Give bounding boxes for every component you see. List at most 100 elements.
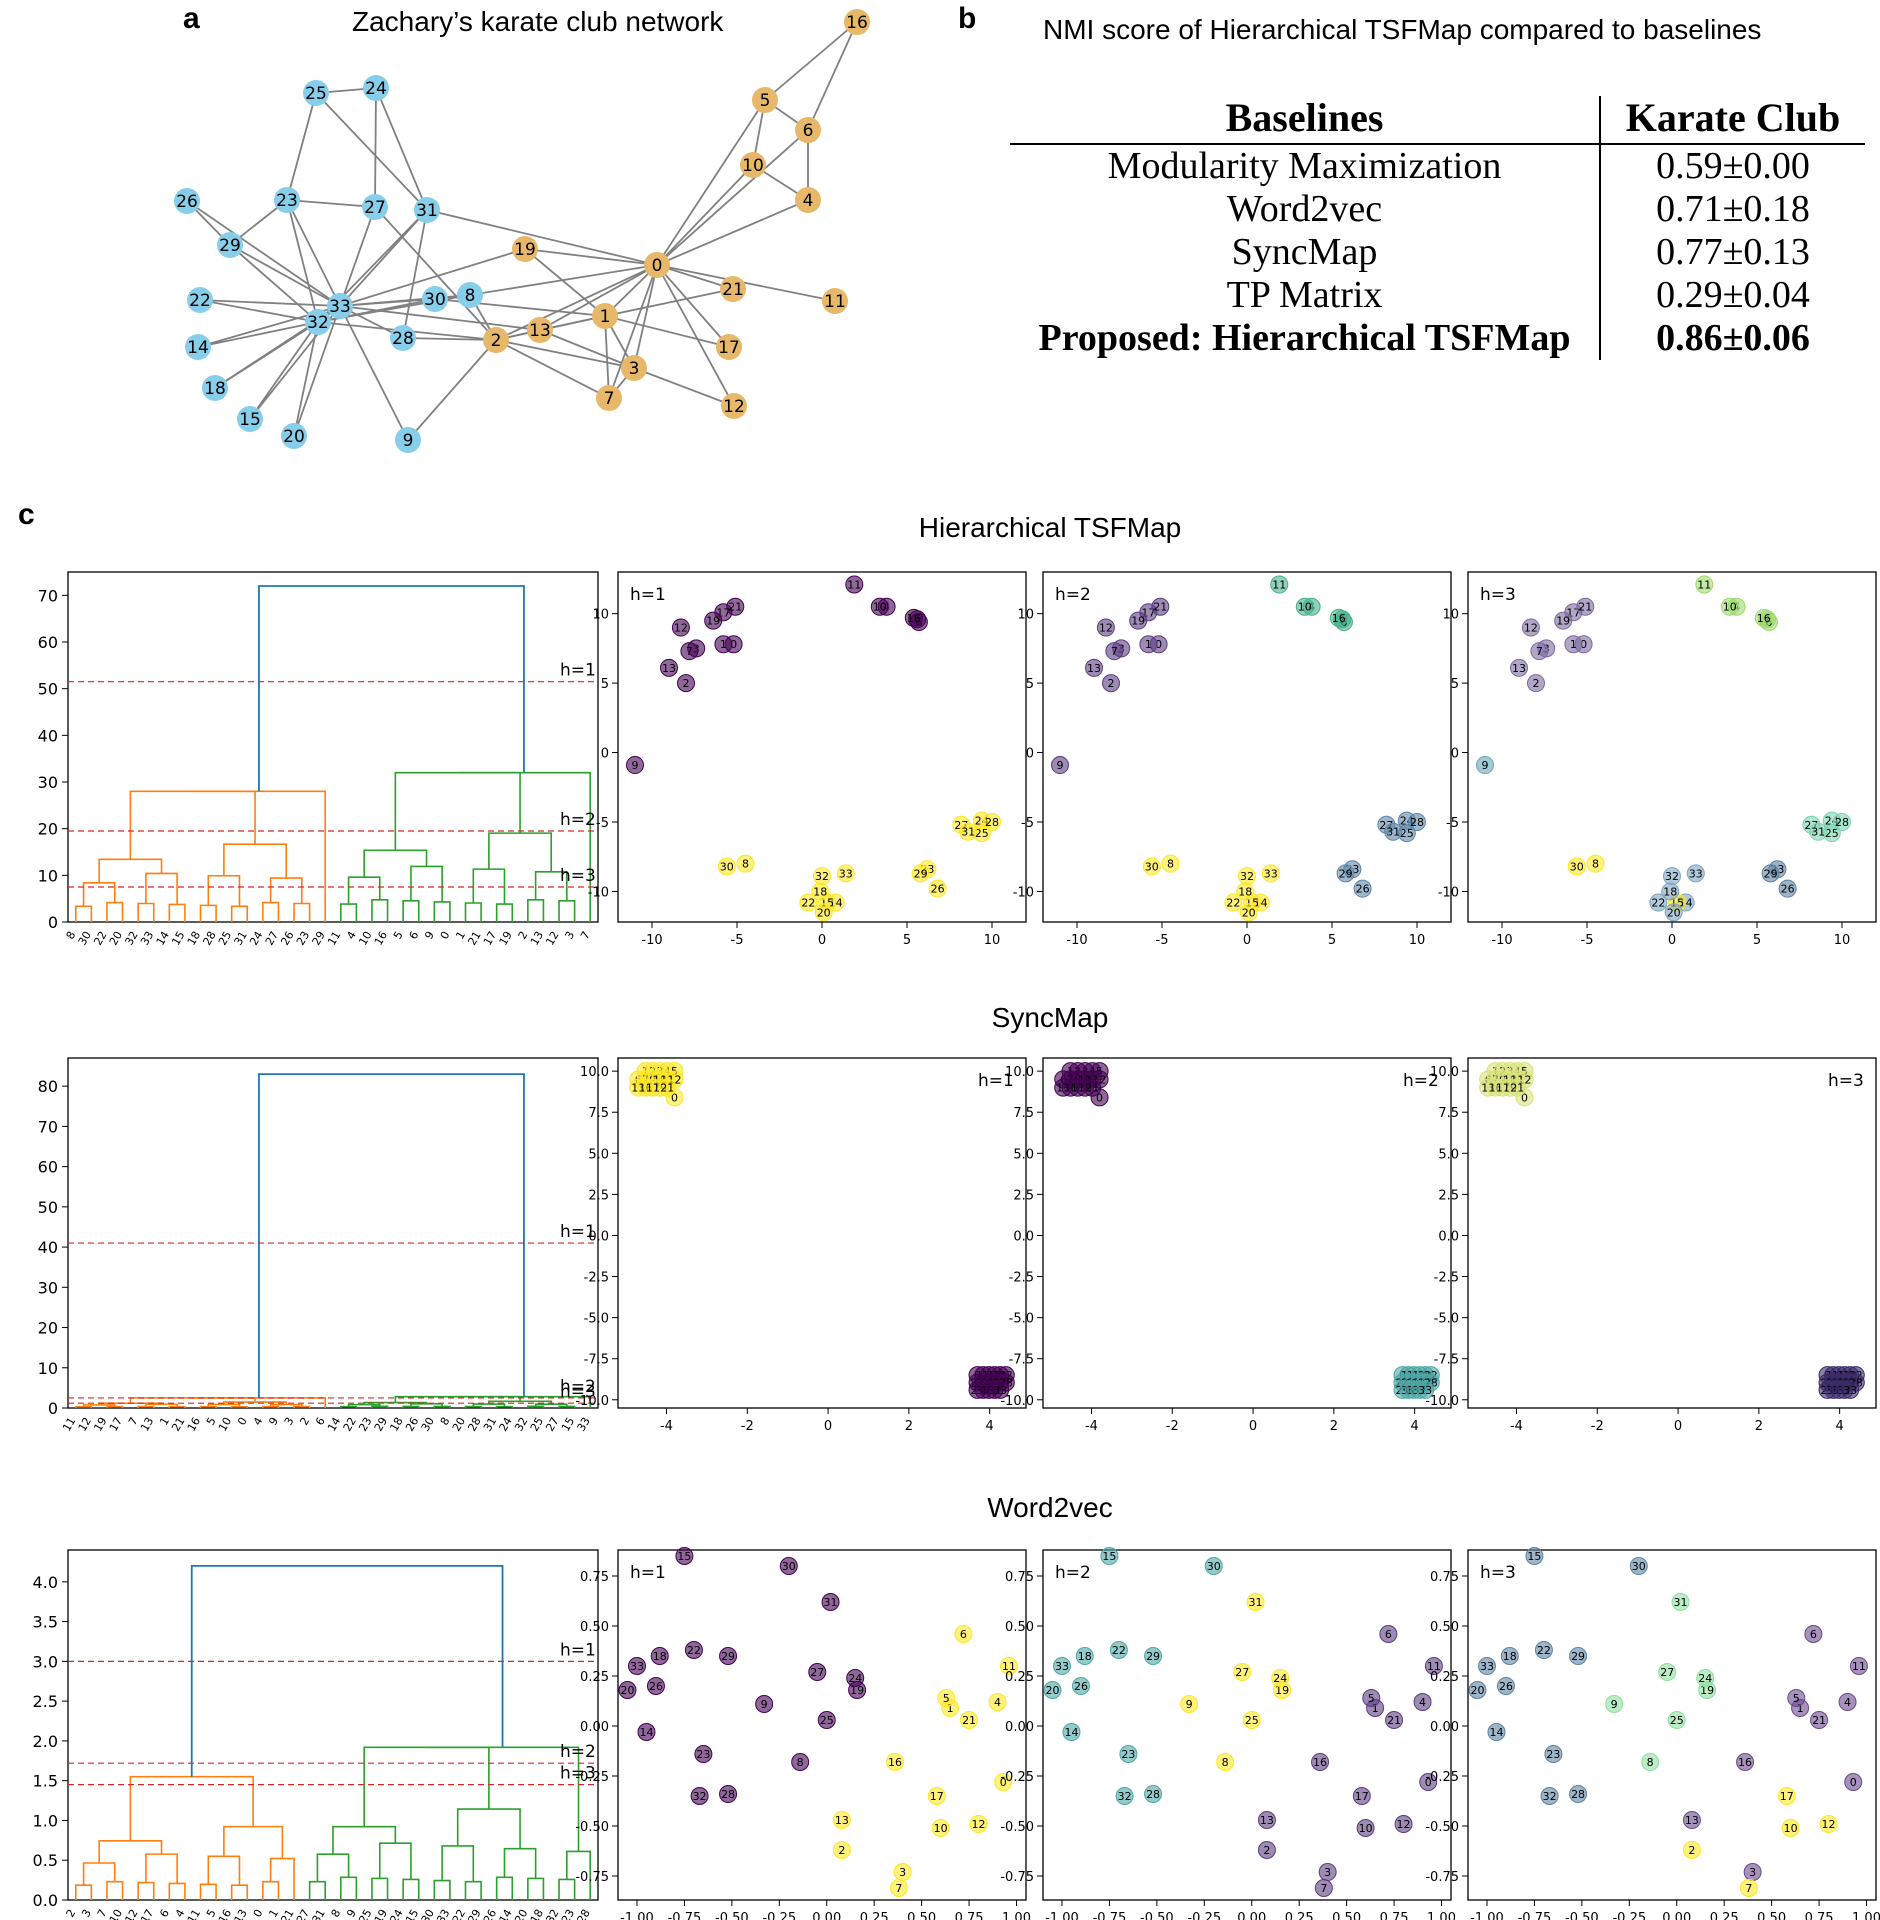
dendrogram-link [527, 1877, 545, 1900]
scatter-point [1295, 597, 1314, 616]
network-node-label: 32 [307, 313, 329, 333]
network-node [237, 406, 263, 432]
scatter-point-label: 30 [1632, 1560, 1646, 1573]
scatter-point-label: 33 [1689, 867, 1703, 880]
dendrogram-leaf-label: 25 [216, 929, 234, 948]
scatter-point-label: 24 [848, 1672, 862, 1685]
network-edge [495, 339, 610, 399]
dendrogram-leaf-label: 21 [465, 929, 483, 948]
dendrogram-leaf-label: 0 [438, 929, 453, 942]
scatter-ytick-label: -7.5 [1009, 1353, 1034, 1368]
dendrogram-link [308, 1880, 327, 1900]
dendrogram-frame [67, 571, 599, 923]
network-node [512, 236, 538, 262]
network-node [795, 187, 821, 213]
scatter-xtick-label: -4 [1085, 1419, 1098, 1434]
scatter-point-label: 19 [1556, 615, 1570, 628]
network-node [752, 87, 778, 113]
scatter-point [1567, 857, 1586, 876]
network-edge [286, 199, 319, 323]
scatter-point-label: 10 [1298, 601, 1312, 614]
dendrogram-link [495, 903, 514, 922]
network-node-label: 9 [403, 431, 414, 451]
scatter-point-label: 8 [1167, 858, 1174, 871]
network-node-label: 2 [491, 331, 502, 351]
scatter-point [1804, 1625, 1823, 1643]
scatter-point [1336, 864, 1355, 883]
dendrogram-link [464, 1880, 482, 1900]
dendrogram-frame [67, 1549, 599, 1901]
dendrogram-leaf-label: 30 [419, 1415, 437, 1434]
nmi-table: Baselines Karate Club Modularity Maximiz… [1010, 96, 1865, 360]
dendrogram-ytick-label: 60 [38, 1158, 58, 1177]
scatter-point-label: 12 [674, 622, 688, 635]
network-edge [286, 92, 317, 201]
scatter-point-label: 9 [1482, 759, 1489, 772]
scatter-point [821, 1593, 840, 1611]
scatter-ytick-label: 10 [1442, 608, 1459, 623]
dendrogram-leaf-label: 21 [169, 1415, 187, 1434]
dendrogram-link [503, 1847, 537, 1879]
network-edge [339, 248, 526, 307]
scatter-h-label: h=1 [978, 1071, 1014, 1091]
scatter-point-label: 0 [1000, 1776, 1007, 1789]
scatter-xtick-label: 1.00 [1002, 1911, 1031, 1920]
scatter-point-label: 29 [1571, 1650, 1585, 1663]
scatter-point [1476, 756, 1494, 775]
scatter-point [991, 1380, 1010, 1399]
network-edge [633, 264, 658, 369]
dendrogram-leaf-label: 31 [481, 1415, 499, 1434]
scatter-point [1838, 1693, 1857, 1711]
scatter-point [817, 1711, 836, 1729]
scatter-ytick-label: 7.5 [1438, 1106, 1459, 1121]
dendrogram-leaf-label: 5 [391, 929, 406, 942]
scatter-point-label: 27 [1235, 1666, 1249, 1679]
scatter-point [960, 1711, 979, 1729]
dendrogram-ytick-label: 2.5 [33, 1692, 58, 1711]
scatter-point-label: 21 [1387, 1714, 1401, 1727]
scatter-point [845, 575, 864, 594]
scatter-point [1496, 1677, 1515, 1695]
scatter-ytick-label: 0.50 [1430, 1620, 1459, 1635]
dendrogram-leaf-label: 15 [559, 1415, 577, 1434]
dendrogram-leaf-label: 22 [341, 1415, 359, 1434]
dendrogram-link [527, 898, 545, 922]
scatter-xtick-label: -4 [1510, 1419, 1523, 1434]
scatter-point-label: 12 [1099, 622, 1113, 635]
scatter-point [999, 1657, 1018, 1675]
scatter-point [1311, 1753, 1330, 1771]
panel-b-title: NMI score of Hierarchical TSFMap compare… [1043, 14, 1762, 45]
network-edge [656, 164, 754, 266]
dendrogram-link [74, 905, 93, 922]
dendrogram-ytick-label: 2.0 [33, 1732, 58, 1751]
dendrogram-ytick-label: 0.0 [33, 1891, 58, 1910]
dendrogram-leaf-label: 2 [64, 1907, 79, 1920]
dendrogram-link [402, 1878, 420, 1900]
dendrogram-link [223, 843, 288, 879]
dendrogram-link [230, 905, 249, 922]
scatter-point-label: 11 [1272, 579, 1286, 592]
scatter-point-label: 20 [620, 1684, 634, 1697]
scatter-point-label: 2 [1688, 1844, 1695, 1857]
scatter-point-label: 33 [1843, 1384, 1857, 1397]
scatter-ytick-label: 7.5 [588, 1106, 609, 1121]
scatter-point-label: 4 [994, 1696, 1001, 1709]
dendrogram-leaf-label: 23 [294, 929, 312, 948]
scatter-point [1246, 1593, 1265, 1611]
dendrogram-cut-label: h=1 [560, 661, 596, 681]
scatter-xtick-label: -1.00 [620, 1911, 654, 1920]
scatter-point [1362, 1689, 1381, 1707]
scatter-point-label: 10 [1359, 1822, 1373, 1835]
scatter-ytick-label: -2.5 [584, 1271, 609, 1286]
row-score: 0.86±0.06 [1656, 317, 1810, 359]
network-node [422, 286, 448, 312]
dendrogram-leaf-label: 13 [232, 1907, 250, 1920]
network-edge [286, 199, 376, 208]
scatter-xtick-label: 5 [1328, 933, 1336, 948]
dendrogram-link [464, 1405, 482, 1408]
dendrogram-leaf-label: 19 [91, 1415, 109, 1434]
scatter-ytick-label: 0.00 [580, 1720, 609, 1735]
scatter-point-label: 4 [1419, 1696, 1426, 1709]
network-edge [402, 337, 497, 341]
scatter-point-label: 10 [934, 1822, 948, 1835]
